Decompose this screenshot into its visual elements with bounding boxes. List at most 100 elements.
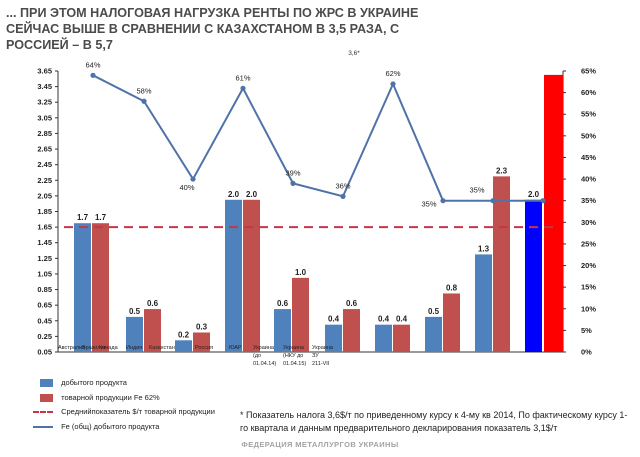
y-left-tick-label: 0.25 xyxy=(37,332,52,341)
bar-red xyxy=(193,332,210,352)
fe-point-label: 62% xyxy=(385,69,400,78)
fe-point-label: 64% xyxy=(85,60,100,69)
fe-point xyxy=(390,81,396,87)
y-left-tick-label: 2.65 xyxy=(37,145,52,154)
x-tick-label: Россия xyxy=(195,345,213,351)
y-left-tick-label: 2.85 xyxy=(37,129,52,138)
legend-item-red: товарной продукции Fe 62% xyxy=(40,393,160,403)
bar-blue xyxy=(325,324,342,352)
x-tick-label: Украина xyxy=(283,345,305,351)
bar-value-label: 0.6 xyxy=(147,299,159,308)
bar-value-label: 1.7 xyxy=(95,213,107,222)
top-note: 3,6* xyxy=(348,50,360,57)
y-right-tick-label: 65% xyxy=(581,67,596,76)
fe-point-label: 58% xyxy=(136,86,151,95)
fe-point xyxy=(90,72,96,78)
y-left-tick-label: 0.05 xyxy=(37,348,52,357)
y-right-tick-label: 40% xyxy=(581,175,596,184)
fe-point xyxy=(540,198,546,204)
fe-point xyxy=(141,98,147,104)
bar-blue xyxy=(175,340,192,352)
y-right-tick-label: 30% xyxy=(581,218,596,227)
bar-value-label: 0.2 xyxy=(178,330,190,339)
y-right-tick-label: 5% xyxy=(581,326,592,335)
x-tick-label: 01.04.15) xyxy=(283,361,306,367)
legend-item-fe: Fe (общ) добытого продукта xyxy=(33,422,159,431)
bar-value-label: 0.5 xyxy=(428,307,440,316)
fe-point-label: 35% xyxy=(421,200,436,209)
bar-red xyxy=(544,74,563,353)
y-right-tick-label: 50% xyxy=(581,131,596,140)
y-left-tick-label: 1.45 xyxy=(37,238,52,247)
y-left-tick-label: 0.65 xyxy=(37,301,52,310)
bar-value-label: 1.3 xyxy=(478,244,490,253)
slide-title: ... ПРИ ЭТОМ НАЛОГОВАЯ НАГРУЗКА РЕНТЫ ПО… xyxy=(6,6,419,52)
x-tick-label: ЮАР xyxy=(229,345,242,351)
y-right-tick-label: 10% xyxy=(581,304,596,313)
y-left-tick-label: 2.05 xyxy=(37,191,52,200)
bar-value-label: 2.0 xyxy=(246,190,258,199)
legend-label-red: товарной продукции Fe 62% xyxy=(61,393,160,402)
legend-item-average: Среднийпоказатель $/т товарной продукции xyxy=(33,407,215,416)
legend-label-fe: Fe (общ) добытого продукта xyxy=(61,422,160,431)
x-tick-label: 01.04.14) xyxy=(253,361,276,367)
fe-point xyxy=(190,176,196,182)
y-left-tick-label: 3.45 xyxy=(37,82,52,91)
x-tick-label: Казахстан xyxy=(149,345,175,351)
y-right-tick-label: 0% xyxy=(581,348,592,357)
legend-swatch-average xyxy=(33,411,53,414)
legend-item-blue: добытого продукта xyxy=(40,378,127,388)
bar-value-label: 0.6 xyxy=(277,299,289,308)
bar-value-label: 2.3 xyxy=(496,166,508,175)
y-left-tick-label: 1.25 xyxy=(37,254,52,263)
legend-swatch-blue xyxy=(40,379,53,388)
bar-value-label: 0.4 xyxy=(328,315,340,324)
y-left-tick-label: 1.65 xyxy=(37,223,52,232)
x-tick-label: Австралия xyxy=(58,345,85,351)
y-right-tick-label: 60% xyxy=(581,88,596,97)
bar-value-label: 1.0 xyxy=(295,268,307,277)
x-tick-label: (НКУ до xyxy=(283,353,303,359)
y-right-tick-label: 35% xyxy=(581,196,596,205)
fe-point xyxy=(440,198,446,204)
x-tick-label: Украина xyxy=(253,345,275,351)
legend-label-blue: добытого продукта xyxy=(61,378,127,387)
bar-red xyxy=(292,277,309,352)
legend-swatch-fe xyxy=(33,426,53,429)
bar-blue xyxy=(525,199,542,352)
y-right-tick-label: 45% xyxy=(581,153,596,162)
fe-point xyxy=(490,198,496,204)
y-left-tick-label: 3.65 xyxy=(37,67,52,76)
bar-blue xyxy=(425,316,442,352)
bar-red xyxy=(343,309,360,352)
bar-blue xyxy=(225,199,242,352)
bar-blue xyxy=(274,309,291,352)
bar-red xyxy=(493,176,510,352)
x-tick-label: Индия xyxy=(126,345,142,351)
y-right-tick-label: 55% xyxy=(581,110,596,119)
bar-value-label: 0.5 xyxy=(129,307,141,316)
y-left-tick-label: 0.45 xyxy=(37,316,52,325)
fe-point-label: 35% xyxy=(469,186,484,195)
y-left-tick-label: 1.05 xyxy=(37,269,52,278)
x-tick-label: 211-VII xyxy=(312,361,330,367)
bar-red xyxy=(443,293,460,352)
bar-value-label: 2.0 xyxy=(528,190,540,199)
bar-value-label: 1.7 xyxy=(77,213,89,222)
x-tick-label: Бразилия xyxy=(82,345,107,351)
fe-point xyxy=(290,180,296,186)
x-tick-label: Канада xyxy=(99,345,119,351)
bar-blue xyxy=(375,324,392,352)
y-left-tick-label: 3.05 xyxy=(37,113,52,122)
legend-swatch-red xyxy=(40,394,53,403)
bar-value-label: 2.0 xyxy=(228,190,240,199)
fe-point xyxy=(240,85,246,91)
y-left-tick-label: 3.25 xyxy=(37,98,52,107)
y-left-tick-label: 1.85 xyxy=(37,207,52,216)
bar-blue xyxy=(74,223,91,352)
y-left-tick-label: 2.25 xyxy=(37,176,52,185)
bar-red xyxy=(144,309,161,352)
y-left-tick-label: 0.85 xyxy=(37,285,52,294)
bar-red xyxy=(393,324,410,352)
